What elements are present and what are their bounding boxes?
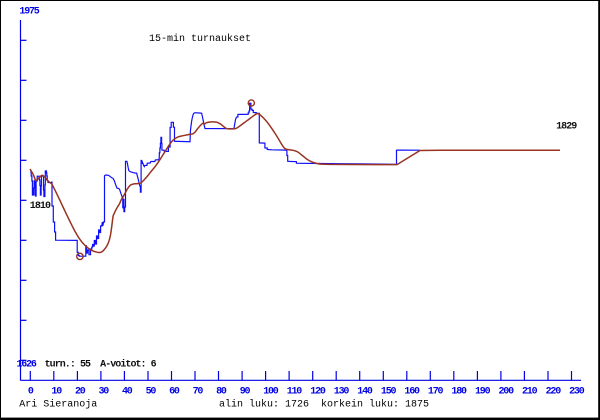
svg-text:130: 130 xyxy=(334,387,350,398)
svg-text:alin luku: 1726 korkein luku:: alin luku: 1726 korkein luku: 1875 xyxy=(219,399,429,411)
svg-text:30: 30 xyxy=(99,387,110,398)
svg-text:50: 50 xyxy=(146,387,157,398)
svg-text:70: 70 xyxy=(193,387,204,398)
svg-text:160: 160 xyxy=(404,387,420,398)
svg-text:0: 0 xyxy=(28,387,34,398)
svg-text:20: 20 xyxy=(75,387,86,398)
svg-text:110: 110 xyxy=(287,387,303,398)
svg-text:230: 230 xyxy=(569,387,585,398)
svg-text:190: 190 xyxy=(475,387,491,398)
svg-text:60: 60 xyxy=(169,387,180,398)
svg-text:1829: 1829 xyxy=(556,121,577,132)
svg-text:40: 40 xyxy=(122,387,133,398)
svg-text:220: 220 xyxy=(546,387,562,398)
svg-text:100: 100 xyxy=(263,387,279,398)
svg-text:150: 150 xyxy=(381,387,397,398)
svg-text:170: 170 xyxy=(428,387,444,398)
svg-text:210: 210 xyxy=(522,387,538,398)
svg-text:80: 80 xyxy=(216,387,227,398)
svg-text:10: 10 xyxy=(51,387,62,398)
svg-text:1975: 1975 xyxy=(19,7,39,18)
svg-text:1810: 1810 xyxy=(30,201,51,212)
svg-text:15-min turnaukset: 15-min turnaukset xyxy=(149,33,251,45)
svg-text:200: 200 xyxy=(499,387,515,398)
svg-text:Ari Sieranoja: Ari Sieranoja xyxy=(19,399,97,411)
svg-text:140: 140 xyxy=(357,387,373,398)
svg-text:1626: 1626 xyxy=(17,359,37,370)
svg-text:120: 120 xyxy=(310,387,326,398)
svg-text:90: 90 xyxy=(240,387,251,398)
svg-text:turn.: 55 A-voitot: 6: turn.: 55 A-voitot: 6 xyxy=(45,358,157,370)
svg-text:180: 180 xyxy=(451,387,467,398)
